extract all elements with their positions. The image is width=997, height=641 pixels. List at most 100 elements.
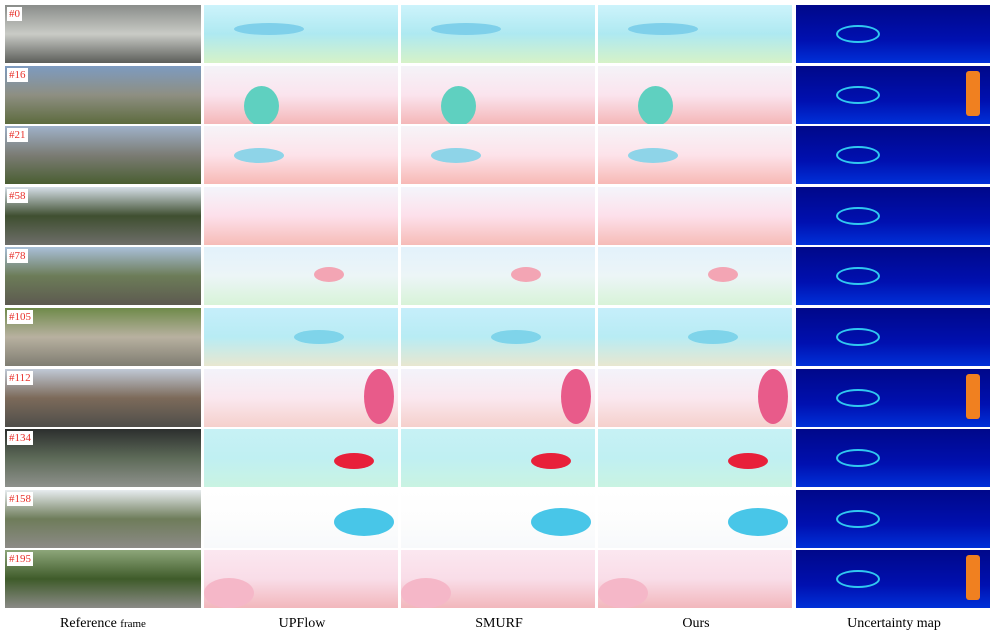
caption: SMURF [475, 616, 523, 631]
flow-object [511, 267, 541, 283]
flow-object [628, 23, 698, 35]
flow-image [401, 186, 595, 245]
flow-object [234, 23, 304, 35]
flow-object [728, 453, 768, 470]
reference-image: #134 [5, 429, 201, 488]
reference-image: #78 [5, 247, 201, 306]
row-label: #16 [7, 67, 28, 82]
reference-image: #158 [5, 489, 201, 548]
flow-image [401, 429, 595, 488]
flow-image [401, 368, 595, 427]
flow-object [244, 85, 279, 124]
uncertainty-map [796, 126, 990, 185]
flow-object [491, 330, 541, 344]
flow-image [204, 308, 398, 366]
flow-image [204, 186, 398, 245]
caption-small: frame [120, 618, 146, 630]
flow-object [334, 453, 374, 470]
flow-image [204, 126, 398, 185]
flow-image [204, 550, 398, 609]
flow-object [728, 507, 788, 536]
flow-object [334, 507, 394, 536]
uncertainty-edge [836, 267, 880, 286]
reference-image: #0 [5, 5, 201, 63]
flow-image [204, 489, 398, 548]
flow-image [598, 489, 792, 548]
flow-image [204, 5, 398, 63]
flow-image [598, 126, 792, 185]
uncertainty-map [796, 308, 990, 366]
row-label: #195 [7, 552, 33, 567]
flow-image [598, 65, 792, 124]
flow-image [401, 489, 595, 548]
row-label: #105 [7, 310, 33, 324]
flow-object [204, 578, 254, 609]
uncertainty-map [796, 429, 990, 488]
flow-image [401, 308, 595, 366]
uncertainty-map [796, 247, 990, 306]
reference-image: #195 [5, 550, 201, 609]
flow-object [441, 85, 476, 124]
flow-image [204, 429, 398, 488]
flow-image [204, 247, 398, 306]
uncertainty-map [796, 489, 990, 548]
caption: Reference frame [5, 616, 201, 632]
flow-image [598, 429, 792, 488]
flow-object [294, 330, 344, 344]
uncertainty-map [796, 550, 990, 609]
row-label: #0 [7, 7, 22, 21]
uncertainty-edge [836, 85, 880, 104]
uncertainty-edge [836, 388, 880, 407]
row-label: #134 [7, 431, 33, 446]
row-label: #58 [7, 188, 28, 203]
reference-image: #112 [5, 368, 201, 427]
reference-image: #21 [5, 126, 201, 185]
flow-image [598, 368, 792, 427]
flow-image [598, 247, 792, 306]
flow-object [531, 507, 591, 536]
flow-object [598, 578, 648, 609]
flow-object [234, 148, 284, 164]
row-label: #112 [7, 370, 33, 385]
flow-object [708, 267, 738, 283]
uncertainty-hot [966, 373, 980, 419]
caption-main: Reference [60, 616, 117, 631]
flow-object [431, 148, 481, 164]
uncertainty-hot [966, 555, 980, 601]
flow-object [364, 368, 394, 424]
flow-image [401, 65, 595, 124]
uncertainty-edge [836, 206, 880, 225]
flow-object [688, 330, 738, 344]
caption: Ours [682, 616, 710, 631]
uncertainty-edge [836, 570, 880, 589]
row-label: #21 [7, 128, 28, 143]
flow-object [401, 578, 451, 609]
reference-image: #105 [5, 308, 201, 366]
uncertainty-map [796, 5, 990, 63]
flow-image [204, 65, 398, 124]
caption: Uncertainty map [847, 616, 941, 631]
flow-image [598, 550, 792, 609]
reference-image: #58 [5, 186, 201, 245]
uncertainty-map [796, 65, 990, 124]
uncertainty-edge [836, 449, 880, 468]
caption: UPFlow [278, 616, 326, 631]
flow-object [431, 23, 501, 35]
flow-object [758, 368, 788, 424]
flow-image [401, 126, 595, 185]
reference-image: #16 [5, 65, 201, 124]
flow-image [204, 368, 398, 427]
flow-image [401, 247, 595, 306]
uncertainty-map [796, 186, 990, 245]
row-label: #78 [7, 249, 28, 264]
flow-object [638, 85, 673, 124]
uncertainty-map [796, 368, 990, 427]
uncertainty-hot [966, 70, 980, 116]
flow-object [531, 453, 571, 470]
flow-image [598, 186, 792, 245]
flow-image [598, 5, 792, 63]
flow-object [561, 368, 591, 424]
flow-object [628, 148, 678, 164]
flow-image [401, 550, 595, 609]
